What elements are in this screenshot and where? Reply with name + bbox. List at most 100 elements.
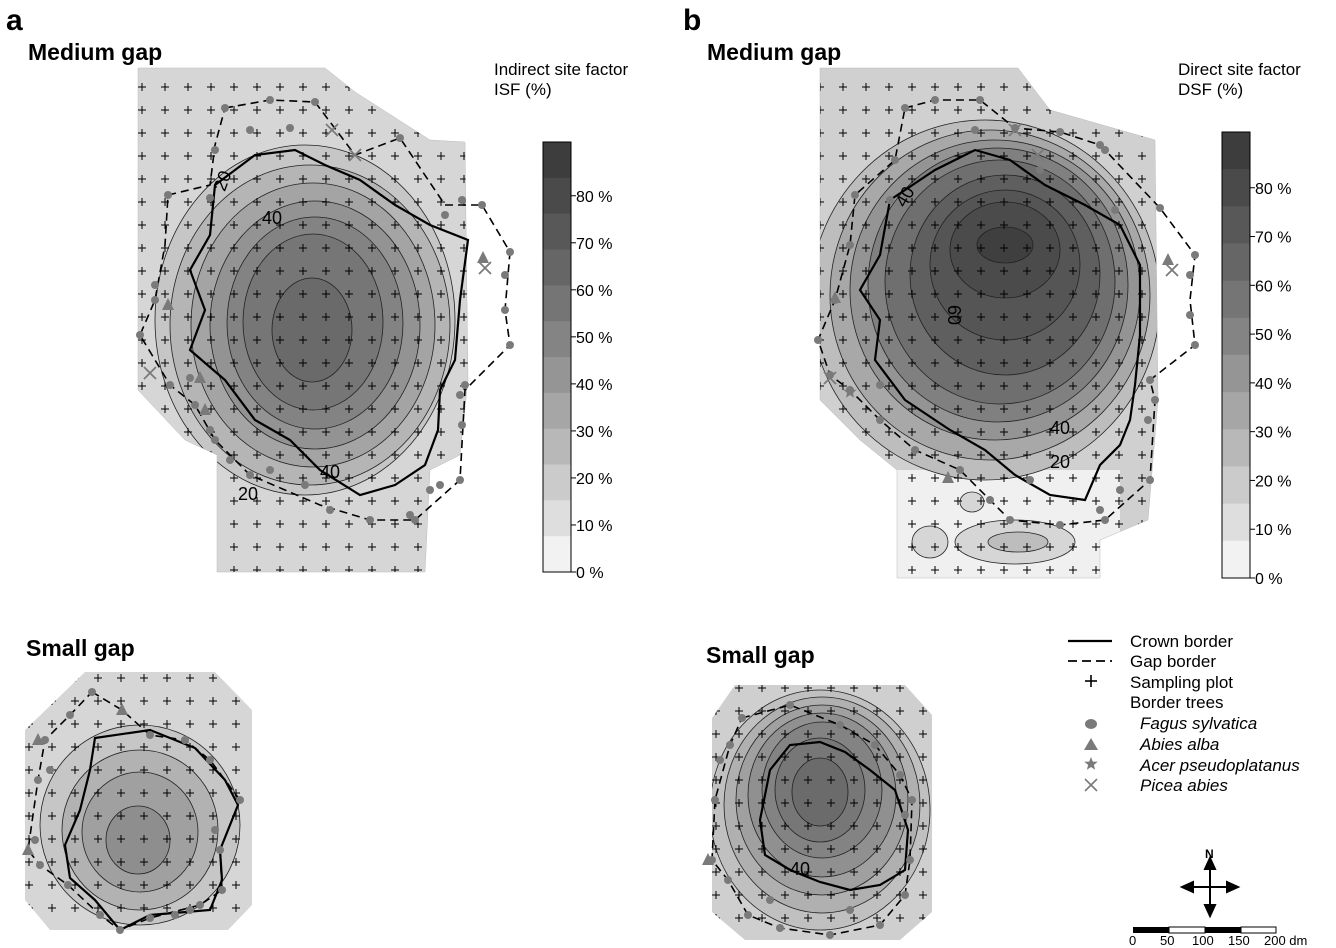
sampling-plot	[368, 382, 376, 390]
sampling-plot	[138, 382, 146, 390]
sampling-plot	[322, 60, 330, 68]
sampling-plot	[885, 152, 893, 160]
sampling-plot	[931, 290, 939, 298]
sampling-plot	[735, 891, 743, 899]
sampling-plot	[1138, 359, 1146, 367]
sampling-plot	[322, 175, 330, 183]
sampling-plot	[368, 290, 376, 298]
sampling-plot	[94, 835, 102, 843]
tree-marker	[724, 876, 732, 884]
sampling-plot	[437, 336, 445, 344]
sampling-plot	[1000, 60, 1008, 68]
sampling-plot	[1046, 474, 1054, 482]
sampling-plot	[873, 822, 881, 830]
legend-species-abies: Abies alba	[1139, 735, 1219, 754]
sampling-plot	[781, 868, 789, 876]
sampling-plot	[207, 336, 215, 344]
sampling-plot	[931, 428, 939, 436]
sampling-plot	[919, 776, 927, 784]
sampling-plot	[885, 221, 893, 229]
sampling-plot	[1115, 267, 1123, 275]
acer-marker	[843, 385, 857, 398]
sampling-plot	[781, 914, 789, 922]
sampling-plot	[232, 835, 240, 843]
scale-tick-label: 60 %	[576, 283, 612, 300]
sampling-plot	[138, 497, 146, 505]
sampling-plot	[230, 106, 238, 114]
sampling-plot	[345, 129, 353, 137]
sampling-plot	[184, 474, 192, 482]
tree-marker	[206, 194, 214, 202]
sampling-plot	[253, 428, 261, 436]
sampling-plot	[322, 543, 330, 551]
tree-marker	[396, 134, 404, 142]
sampling-plot	[1069, 336, 1077, 344]
sampling-plot	[138, 129, 146, 137]
sampling-plot	[1046, 290, 1054, 298]
sampling-plot	[712, 868, 720, 876]
sampling-plot	[460, 497, 468, 505]
sampling-plot	[253, 336, 261, 344]
sampling-plot	[207, 474, 215, 482]
sampling-plot	[276, 60, 284, 68]
sampling-plot	[437, 359, 445, 367]
scale-bar: 0 50 100 150 200 dm	[1129, 926, 1307, 948]
sampling-plot	[299, 244, 307, 252]
sampling-plot	[931, 359, 939, 367]
sampling-plot	[908, 359, 916, 367]
sampling-plot	[25, 766, 33, 774]
sampling-plot	[919, 891, 927, 899]
sampling-plot	[735, 868, 743, 876]
sampling-plot	[161, 313, 169, 321]
sampling-plot	[207, 382, 215, 390]
sampling-plot	[954, 244, 962, 252]
sampling-plot	[885, 359, 893, 367]
panel-a-scale-title-2: ISF (%)	[494, 80, 552, 99]
sampling-plot	[368, 405, 376, 413]
sampling-plot	[885, 313, 893, 321]
sampling-plot	[1046, 198, 1054, 206]
sampling-plot	[1069, 83, 1077, 91]
sampling-plot	[117, 766, 125, 774]
sampling-plot	[1138, 221, 1146, 229]
tree-marker	[366, 516, 374, 524]
sampling-plot	[885, 336, 893, 344]
tree-marker	[211, 146, 219, 154]
sampling-plot	[391, 175, 399, 183]
tree-marker	[436, 481, 444, 489]
sampling-plot	[184, 152, 192, 160]
sampling-plot	[908, 428, 916, 436]
sampling-plot	[862, 267, 870, 275]
panel-b-small-title: Small gap	[706, 642, 815, 668]
panel-b-crown-border	[858, 148, 1142, 502]
sampling-plot	[896, 685, 904, 692]
sampling-plot	[1000, 566, 1008, 574]
sampling-plot	[207, 520, 215, 528]
sampling-plot	[414, 359, 422, 367]
sampling-plot	[919, 868, 927, 876]
panel-b-scale-title-1: Direct site factor	[1178, 60, 1301, 79]
abies-marker	[116, 703, 128, 715]
sampling-plot	[781, 776, 789, 784]
sampling-plot	[977, 313, 985, 321]
sampling-plot	[276, 566, 284, 572]
tree-marker	[136, 331, 144, 339]
sampling-plot	[1115, 60, 1123, 68]
tree-marker	[478, 201, 486, 209]
sampling-plot	[232, 789, 240, 797]
sampling-plot	[908, 382, 916, 390]
scale-label-100: 100	[1192, 933, 1214, 948]
sampling-plot	[839, 152, 847, 160]
sampling-plot	[184, 336, 192, 344]
sampling-plot	[1000, 129, 1008, 137]
scale-band	[543, 321, 571, 358]
sampling-plot	[1092, 267, 1100, 275]
sampling-plot	[276, 382, 284, 390]
sampling-plot	[209, 766, 217, 774]
sampling-plot	[437, 474, 445, 482]
sampling-plot	[207, 221, 215, 229]
tree-marker	[1056, 128, 1064, 136]
sampling-plot	[850, 868, 858, 876]
sampling-plot	[48, 835, 56, 843]
legend-crown-border: Crown border	[1130, 632, 1233, 651]
